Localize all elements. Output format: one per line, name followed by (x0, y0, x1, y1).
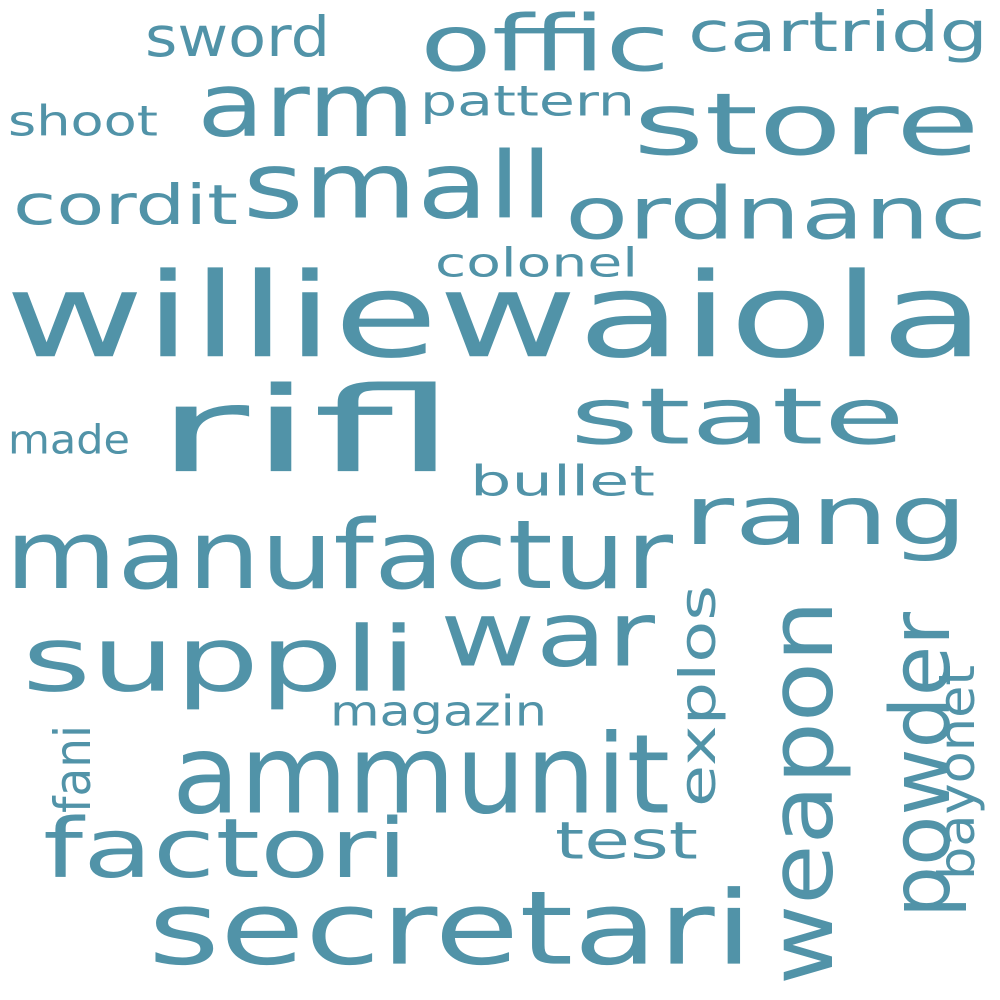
word-store: store (633, 74, 980, 175)
word-fani: fani (43, 725, 103, 813)
word-colonel: colonel (435, 239, 638, 287)
word-offic: offic (420, 0, 670, 90)
word-ammunit: ammunit (172, 710, 670, 839)
word-rang: rang (683, 467, 968, 564)
word-small: small (243, 131, 553, 240)
word-shoot: shoot (8, 96, 158, 146)
word-arm: arm (197, 54, 415, 158)
word-cordit: cordit (13, 173, 238, 238)
word-secretari: secretari (148, 868, 753, 989)
word-bayonet: bayonet (927, 665, 987, 880)
word-sword: sword (145, 5, 330, 70)
word-weapon: weapon (750, 600, 854, 985)
word-state: state (570, 370, 905, 463)
word-cartridg: cartridg (688, 0, 988, 65)
word-rifl: rifl (155, 361, 457, 500)
word-pattern: pattern (420, 76, 635, 126)
word-test: test (555, 810, 698, 872)
word-made: made (8, 416, 130, 464)
word-magazin: magazin (330, 686, 547, 736)
word-suppli: suppli (22, 606, 417, 713)
word-bullet: bullet (470, 456, 655, 506)
word-manufactur: manufactur (5, 499, 673, 611)
word-war: war (440, 581, 655, 688)
word-williewaiola: williewaiola (5, 247, 985, 385)
word-ordnanc: ordnanc (565, 171, 987, 256)
word-explos: explos (668, 585, 728, 807)
word-factori: factori (43, 800, 408, 897)
